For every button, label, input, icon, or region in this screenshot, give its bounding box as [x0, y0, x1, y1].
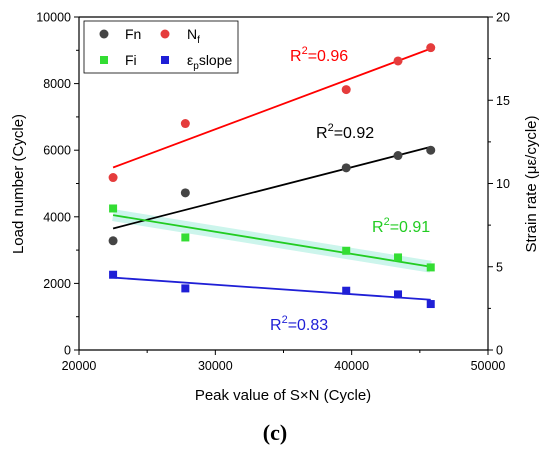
legend-marker-fn — [99, 29, 109, 39]
nf-point — [341, 85, 351, 95]
ep-slope-point — [342, 286, 351, 295]
ep-slope-point — [109, 270, 118, 279]
fi-point — [426, 263, 435, 272]
legend-marker-ep-slope — [161, 56, 169, 64]
ep-slope-point — [394, 290, 403, 299]
left-y-axis-title: Load number (Cycle) — [10, 114, 27, 254]
data-points — [108, 43, 436, 309]
left-y-tick-label: 4000 — [43, 210, 71, 224]
fi-point — [181, 233, 190, 242]
legend: Fn Nf Fi εpslope — [83, 20, 239, 74]
nf-point — [393, 56, 403, 66]
fn-point — [108, 236, 118, 246]
legend-marker-fi — [100, 56, 108, 64]
nf-fit-line — [112, 47, 432, 169]
left-y-tick-label: 0 — [64, 344, 71, 358]
x-axis-title: Peak value of S×N (Cycle) — [195, 387, 371, 404]
legend-label-nf: Nf — [187, 26, 200, 46]
fi-point — [342, 246, 351, 255]
fn-point — [341, 163, 351, 173]
left-y-tick-label: 6000 — [43, 144, 71, 158]
right-y-tick-label: 15 — [496, 94, 510, 108]
legend-label-fn: Fn — [125, 26, 141, 42]
fi-r-squared-label: R2=0.91 — [372, 216, 430, 236]
ep-slope-point — [181, 284, 190, 293]
fi-point — [394, 253, 403, 262]
ticks: 20000 30000 40000 5000002000400060008000100… — [36, 11, 510, 374]
ep-slope-fit-line — [113, 276, 431, 301]
nf-point — [180, 119, 190, 129]
ep-slope-r-squared-label: R2=0.83 — [270, 314, 328, 334]
legend-label-ep-slope: εpslope — [187, 52, 232, 72]
fn-point — [426, 145, 436, 155]
panel-label: (c) — [263, 420, 287, 445]
legend-box — [83, 20, 239, 74]
nf-point — [426, 43, 436, 53]
right-y-axis-title: Strain rate (με/cycle) — [523, 115, 540, 252]
x-tick-label: 50000 — [471, 359, 506, 373]
legend-marker-nf — [160, 29, 170, 39]
fi-point — [109, 204, 118, 213]
x-tick-label: 30000 — [198, 359, 233, 373]
r-squared-labels: R2=0.92 R2=0.96 R2=0.91 R2=0.83 — [270, 45, 430, 334]
nf-r-squared-label: R2=0.96 — [290, 45, 348, 65]
fn-point — [393, 151, 403, 161]
x-tick-label: 20000 — [62, 359, 97, 373]
x-tick-label: 40000 — [334, 359, 369, 373]
legend-label-fi: Fi — [125, 52, 137, 68]
ep-slope-point — [426, 300, 435, 309]
left-y-tick-label: 10000 — [36, 11, 71, 25]
left-y-tick-label: 2000 — [43, 277, 71, 291]
right-y-tick-label: 10 — [496, 177, 510, 191]
left-y-tick-label: 8000 — [43, 77, 71, 91]
fn-fit-line — [112, 145, 431, 230]
fn-r-squared-label: R2=0.92 — [316, 122, 374, 142]
nf-point — [108, 173, 118, 183]
fi-fit-line — [112, 214, 431, 268]
right-y-tick-label: 0 — [496, 344, 503, 358]
right-y-tick-label: 5 — [496, 260, 503, 274]
fn-point — [180, 188, 190, 198]
right-y-tick-label: 20 — [496, 11, 510, 25]
fit-lines — [112, 47, 432, 301]
